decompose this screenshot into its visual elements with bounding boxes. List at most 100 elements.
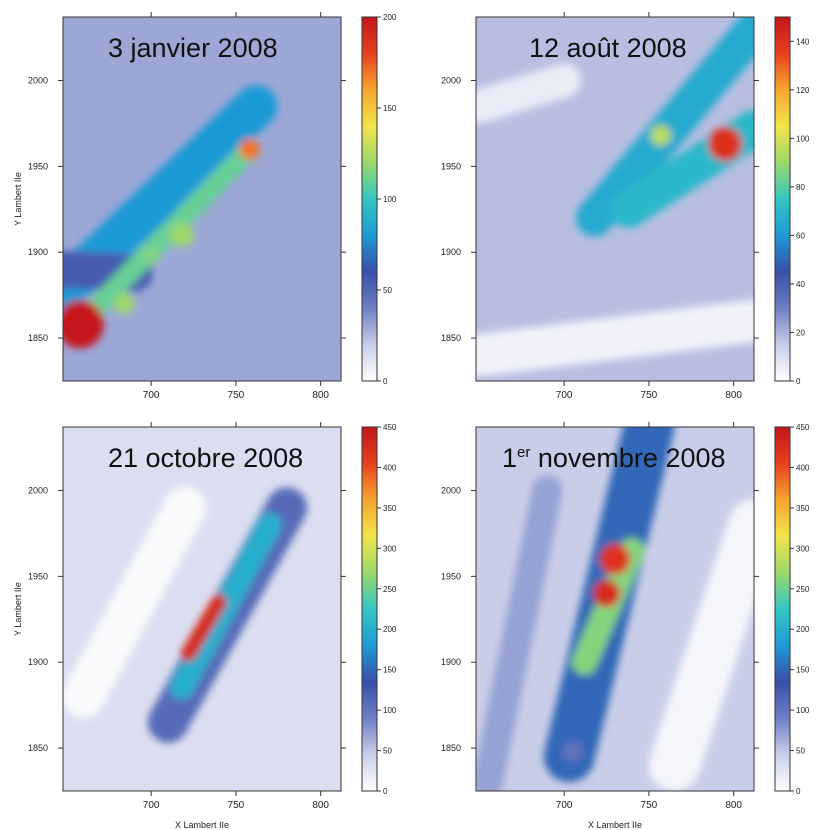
x-tick-label: 750 [641,390,658,401]
colorbar-tick-label: 300 [383,544,397,553]
heatmap-panel-3: 700 750 800 1850 1900 1950 2000 Y Lambert IIe X … [13,422,397,830]
x-tick-label: 750 [641,800,658,811]
x-tick-label: 700 [556,390,573,401]
heatmap-hotspot [592,579,621,608]
y-axis-label: Y Lambert IIe [13,582,23,636]
x-axis-label: X Lambert IIe [175,820,229,830]
colorbar-tick-label: 50 [796,747,805,756]
y-tick-label: 1950 [441,161,461,171]
colorbar-tick-label: 120 [796,86,810,95]
y-tick-label: 1900 [441,657,461,667]
heatmap-hotspot [142,247,160,265]
heatmap-band [476,299,754,377]
heatmap-hotspot [708,126,743,162]
y-tick-label: 1850 [28,743,48,753]
colorbar-tick-label: 200 [383,13,397,22]
heatmap-band [476,475,563,791]
colorbar-tick-label: 100 [796,134,810,143]
panel-title-4: 1er novembre 2008 [502,443,726,473]
y-tick-label: 2000 [441,486,461,496]
heatmap-background [63,427,341,791]
heatmap-band [63,486,207,718]
panel-title-2: 12 août 2008 [529,33,687,63]
x-tick-label: 700 [556,800,573,811]
colorbar-tick-label: 350 [796,504,810,513]
heatmap-panel-4: 700 750 800 1850 1900 1950 2000 X Lambert IIe 0 5… [441,422,810,830]
y-axis-label: Y Lambert IIe [13,172,23,226]
y-tick-label: 1900 [28,247,48,257]
y-tick-label: 1950 [28,161,48,171]
heatmap-hotspot [650,125,671,146]
colorbar-tick-label: 100 [383,195,397,204]
panel-title-1: 3 janvier 2008 [108,33,278,63]
x-tick-label: 750 [228,800,245,811]
colorbar-tick-label: 450 [383,423,397,432]
heatmap-band [169,513,282,700]
heatmap-hotspot [169,223,194,248]
heatmap-panel-2: 700 750 800 1850 1900 1950 2000 0 20 40 60 80 100 120… [441,12,810,401]
colorbar-tick-label: 200 [796,625,810,634]
colorbar-gradient [774,426,791,792]
colorbar-tick-label: 100 [796,706,810,715]
colorbar-tick-label: 20 [796,328,805,337]
x-tick-label: 700 [143,800,160,811]
x-tick-label: 800 [312,800,329,811]
x-tick-label: 700 [143,390,160,401]
colorbar-tick-label: 140 [796,37,810,46]
y-tick-label: 1900 [441,247,461,257]
x-axis-label: X Lambert IIe [588,820,642,830]
colorbar: 0 50 100 150 200 250 300 350 400 450 [774,423,810,796]
colorbar-tick-label: 150 [383,104,397,113]
colorbar-tick-label: 80 [796,183,805,192]
colorbar-tick-label: 200 [383,625,397,634]
x-tick-label: 800 [312,390,329,401]
colorbar-tick-label: 250 [383,585,397,594]
colorbar-tick-label: 400 [383,463,397,472]
plot-frame [62,16,342,382]
heatmap-band [476,63,582,124]
x-tick-label: 750 [228,390,245,401]
heatmap-hotspot [113,293,135,315]
colorbar-tick-label: 0 [796,377,801,386]
colorbar-tick-label: 300 [796,544,810,553]
colorbar-tick-label: 150 [796,666,810,675]
x-tick-label: 800 [725,390,742,401]
colorbar-tick-label: 0 [796,787,801,796]
plot-frame [62,426,342,792]
y-tick-label: 2000 [441,76,461,86]
colorbar-tick-label: 100 [383,706,397,715]
heatmap-hotspot [63,300,104,349]
heatmap-band [576,17,754,237]
heatmap-band [648,499,754,791]
colorbar-tick-label: 50 [383,286,392,295]
y-tick-label: 1950 [441,571,461,581]
x-tick-label: 800 [725,800,742,811]
heatmap-hotspot [599,543,631,575]
colorbar-tick-label: 250 [796,585,810,594]
y-tick-label: 1850 [28,333,48,343]
colorbar-tick-label: 400 [796,463,810,472]
colorbar-tick-label: 0 [383,377,388,386]
heatmap-band [180,594,227,662]
colorbar-gradient [361,16,378,382]
colorbar: 0 50 100 150 200 250 300 350 400 450 [361,423,397,796]
colorbar-tick-label: 150 [383,666,397,675]
colorbar: 0 20 40 60 80 100 120 140 [774,16,810,386]
colorbar-tick-label: 50 [383,747,392,756]
heatmap-panel-1: 700 750 800 1850 1900 1950 2000 Y Lambert IIe 0 5… [13,12,397,401]
plot-frame [475,16,755,382]
plot-frame [475,426,755,792]
y-tick-label: 2000 [28,76,48,86]
colorbar-tick-label: 450 [796,423,810,432]
y-tick-label: 1850 [441,743,461,753]
colorbar-tick-label: 40 [796,280,805,289]
y-tick-label: 1850 [441,333,461,343]
colorbar-tick-label: 350 [383,504,397,513]
y-tick-label: 1900 [28,657,48,667]
colorbar: 0 50 100 150 200 [361,13,397,386]
y-tick-label: 1950 [28,571,48,581]
heatmap-hotspot [239,138,260,160]
colorbar-gradient [774,16,791,382]
y-tick-label: 2000 [28,486,48,496]
